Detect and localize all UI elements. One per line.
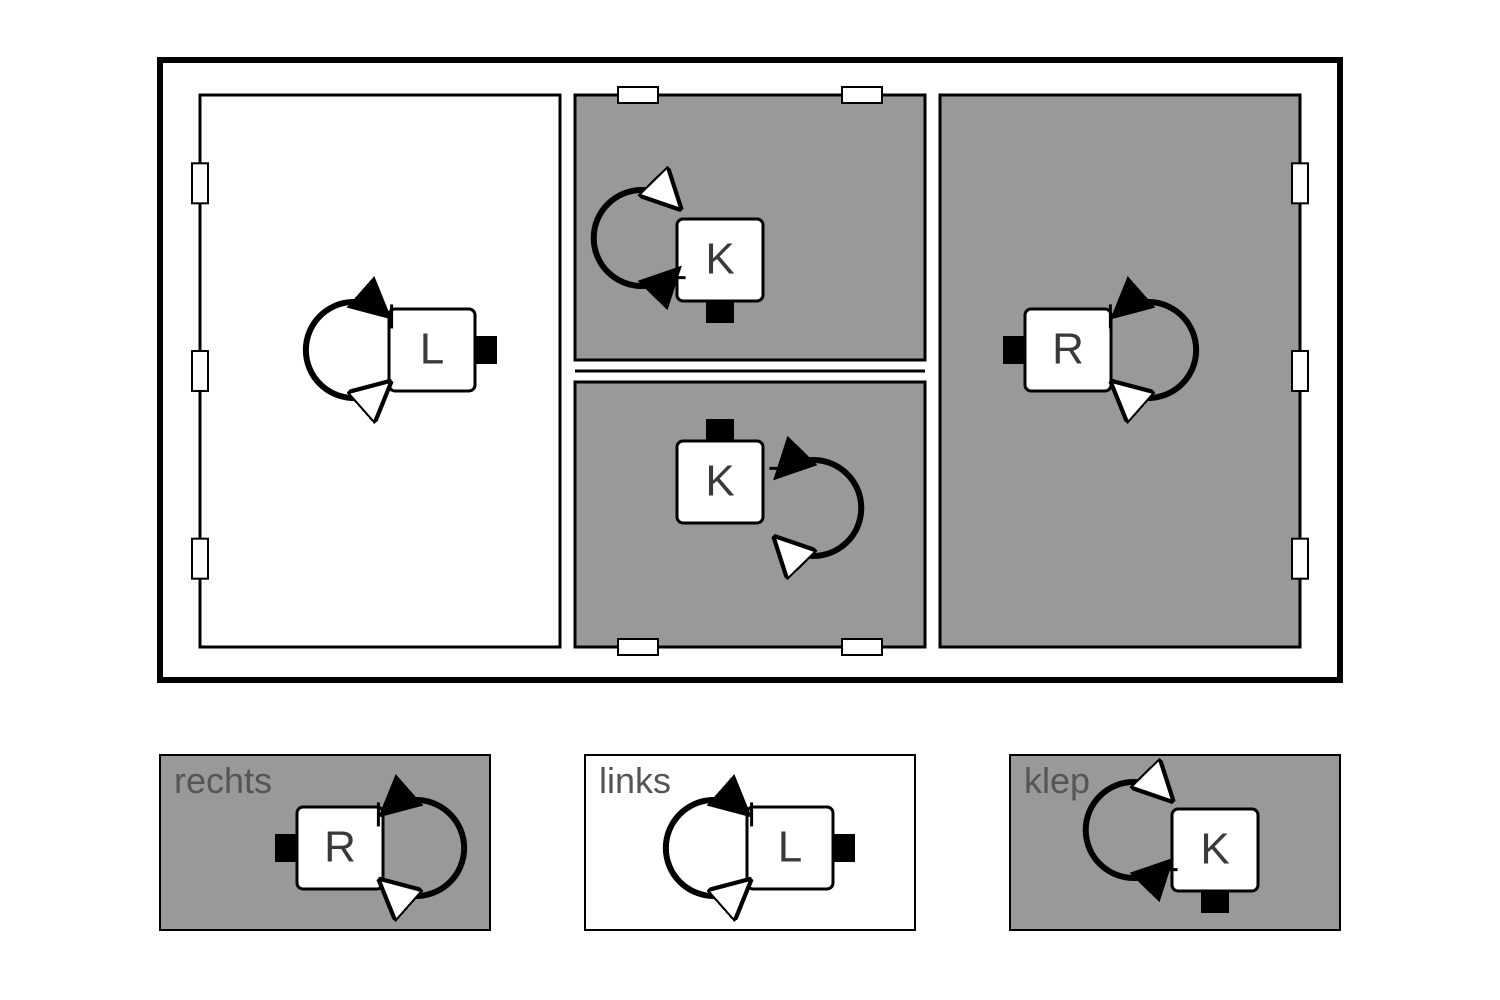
hinge bbox=[1292, 351, 1308, 391]
legend-label-klep: klep bbox=[1024, 760, 1090, 801]
hinge bbox=[1292, 163, 1308, 203]
lock-label: R bbox=[1052, 325, 1084, 374]
legend-label-links: links bbox=[599, 760, 671, 801]
legend-label-rechts: rechts bbox=[174, 760, 272, 801]
lock-latch bbox=[475, 336, 497, 364]
lock-latch bbox=[275, 834, 297, 862]
lock-label: K bbox=[705, 235, 734, 284]
lock-latch bbox=[1201, 891, 1229, 913]
lock-latch bbox=[706, 419, 734, 441]
hinge bbox=[618, 87, 658, 103]
lock-label: K bbox=[705, 457, 734, 506]
lock-latch bbox=[706, 301, 734, 323]
panel-L bbox=[200, 95, 560, 647]
hinge bbox=[192, 351, 208, 391]
hinge bbox=[192, 163, 208, 203]
lock-latch bbox=[1003, 336, 1025, 364]
hinge bbox=[192, 539, 208, 579]
panel-R bbox=[940, 95, 1300, 647]
lock-latch bbox=[833, 834, 855, 862]
lock-label: L bbox=[778, 823, 802, 872]
lock-label: K bbox=[1200, 825, 1229, 874]
lock-label: R bbox=[324, 823, 356, 872]
lock-label: L bbox=[420, 325, 444, 374]
hinge bbox=[1292, 539, 1308, 579]
hinge bbox=[842, 87, 882, 103]
hinge bbox=[842, 639, 882, 655]
hinge bbox=[618, 639, 658, 655]
